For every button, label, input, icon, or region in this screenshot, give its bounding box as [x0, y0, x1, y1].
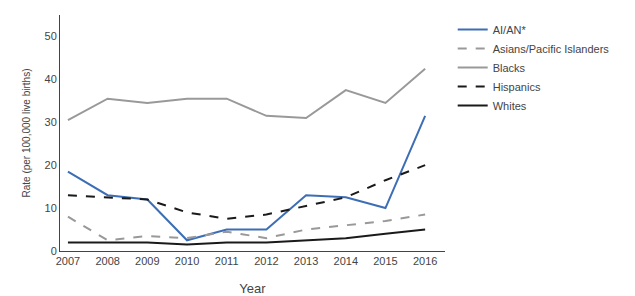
svg-text:AI/AN*: AI/AN* [493, 24, 527, 36]
svg-text:Whites: Whites [493, 100, 527, 112]
svg-text:2008: 2008 [95, 255, 119, 267]
svg-text:0: 0 [51, 245, 57, 257]
svg-text:Hispanics: Hispanics [493, 81, 541, 93]
svg-text:40: 40 [45, 73, 57, 85]
svg-text:2007: 2007 [56, 255, 80, 267]
svg-text:Asians/Pacific Islanders: Asians/Pacific Islanders [493, 43, 610, 55]
svg-text:Year: Year [239, 281, 266, 296]
svg-text:2013: 2013 [294, 255, 318, 267]
svg-text:2014: 2014 [334, 255, 358, 267]
svg-text:2010: 2010 [175, 255, 199, 267]
svg-text:2009: 2009 [135, 255, 159, 267]
svg-text:2015: 2015 [373, 255, 397, 267]
svg-text:2016: 2016 [413, 255, 437, 267]
svg-text:20: 20 [45, 159, 57, 171]
svg-text:2011: 2011 [215, 255, 239, 267]
svg-text:50: 50 [45, 30, 57, 42]
svg-text:2012: 2012 [254, 255, 278, 267]
svg-text:Blacks: Blacks [493, 62, 526, 74]
svg-text:30: 30 [45, 116, 57, 128]
svg-text:10: 10 [45, 202, 57, 214]
svg-text:Rate (per 100,000 live births): Rate (per 100,000 live births) [21, 69, 32, 198]
